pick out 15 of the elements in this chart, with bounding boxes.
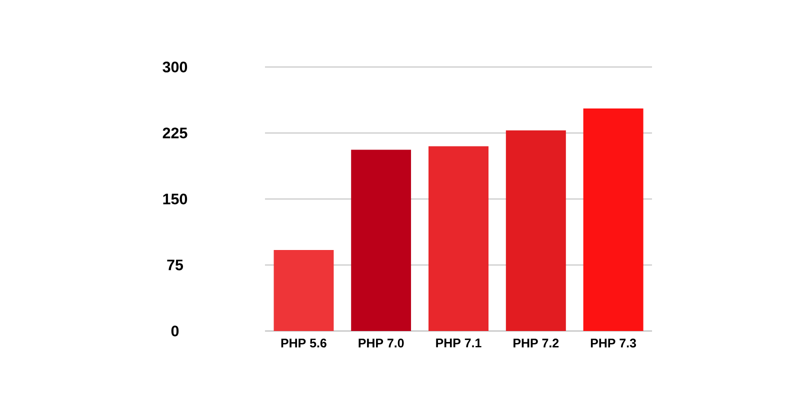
x-tick-label: PHP 7.2 — [514, 338, 559, 348]
bar — [506, 130, 566, 331]
x-tick-label: PHP 5.6 — [281, 338, 326, 348]
x-tick-label: PHP 7.0 — [358, 338, 404, 348]
y-tick-label: 150 — [163, 194, 188, 204]
x-tick-label: PHP 7.1 — [436, 338, 482, 348]
y-tick-label: 75 — [167, 260, 184, 270]
x-tick-label: PHP 7.3 — [590, 338, 636, 348]
y-tick-label: 0 — [171, 326, 179, 336]
y-tick-label: 225 — [162, 128, 188, 138]
bar — [428, 146, 488, 331]
y-tick-label: 300 — [162, 62, 188, 72]
bar — [583, 108, 644, 331]
bar — [274, 250, 334, 331]
bar — [351, 150, 412, 331]
